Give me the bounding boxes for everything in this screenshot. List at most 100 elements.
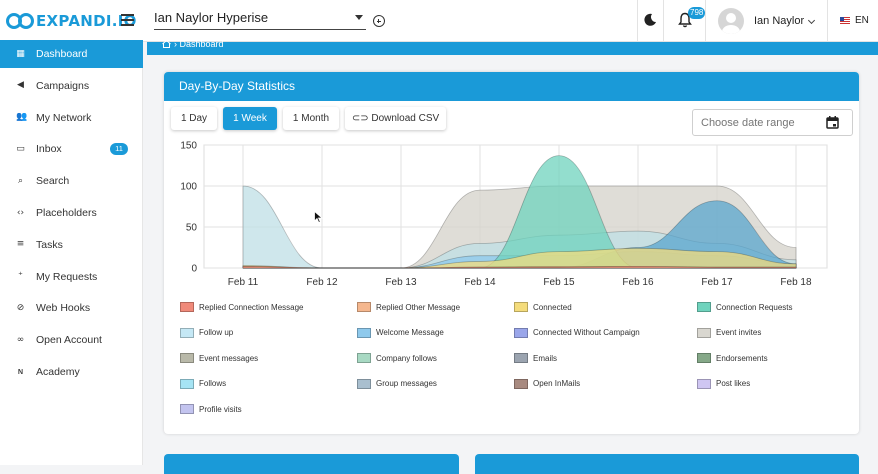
sidebar-item-open-account[interactable]: ∞ Open Account (0, 326, 143, 354)
legend-item[interactable]: Welcome Message (357, 326, 444, 340)
legend-item[interactable]: Post likes (697, 377, 750, 391)
legend-label: Connection Requests (716, 302, 793, 312)
x-tick-label: Feb 18 (780, 277, 812, 288)
divider (637, 0, 638, 42)
legend-swatch (697, 378, 711, 389)
divider (663, 0, 664, 42)
sidebar-item-label: Web Hooks (36, 302, 91, 315)
legend-swatch (514, 327, 528, 338)
avatar[interactable] (718, 8, 744, 34)
legend-swatch (514, 378, 528, 389)
x-tick-label: Feb 11 (228, 277, 259, 288)
sidebar-item-label: Open Account (36, 334, 102, 347)
sidebar-item-label: Tasks (36, 238, 63, 251)
inbox-icon: ▭ (16, 143, 25, 154)
y-tick-label: 50 (186, 223, 198, 234)
legend-label: Company follows (376, 353, 437, 363)
bell-icon[interactable] (678, 12, 692, 28)
calendar-icon[interactable] (826, 116, 839, 129)
x-tick-label: Feb 15 (543, 277, 575, 288)
sidebar-item-placeholders[interactable]: ‹› Placeholders (0, 199, 143, 227)
legend-item[interactable]: Event invites (697, 326, 761, 340)
range-1-day-button[interactable]: 1 Day (171, 107, 217, 130)
legend-item[interactable]: Event messages (180, 351, 258, 365)
legend-item[interactable]: Follow up (180, 326, 233, 340)
legend-item[interactable]: Follows (180, 377, 226, 391)
user-name[interactable]: Ian Naylor (754, 15, 805, 27)
legend-label: Connected (533, 302, 572, 312)
legend-item[interactable]: Connection Requests (697, 300, 793, 314)
logo[interactable]: EXPANDI.IO (6, 10, 137, 32)
inbox-count-badge: 11 (110, 143, 128, 156)
list-icon: ≡ (16, 239, 25, 250)
legend-item[interactable]: Connected Without Campaign (514, 326, 640, 340)
legend-label: Emails (533, 353, 558, 363)
sidebar-item-my-network[interactable]: 👥 My Network (0, 104, 143, 132)
cursor-icon (314, 211, 323, 224)
legend-swatch (697, 327, 711, 338)
legend-swatch (514, 353, 528, 364)
legend-item[interactable]: Open InMails (514, 377, 580, 391)
legend-item[interactable]: Emails (514, 351, 557, 365)
account-select[interactable]: Ian Naylor Hyperise (154, 10, 366, 30)
y-tick-label: 0 (191, 264, 197, 275)
legend-label: Open InMails (533, 379, 581, 389)
legend-swatch (180, 404, 194, 415)
sidebar-item-academy[interactable]: ɴ Academy (0, 358, 143, 386)
legend-swatch (180, 302, 194, 312)
breadcrumb-current: Dashboard (179, 39, 224, 49)
legend-item[interactable]: Profile visits (180, 402, 242, 416)
add-account-icon[interactable] (373, 15, 385, 27)
sidebar-item-label: My Network (36, 111, 92, 124)
sidebar-item-tasks[interactable]: ≡ Tasks (0, 231, 143, 259)
sidebar-item-search[interactable]: ⌕ Search (0, 167, 143, 195)
expandi-logo-icon (6, 13, 34, 29)
legend-item[interactable]: Company follows (357, 351, 437, 365)
download-csv-button[interactable]: ⊂⊃ Download CSV (345, 107, 446, 130)
legend-swatch (357, 327, 371, 338)
sidebar: ▦ Dashboard ◀ Campaigns 👥 My Network ▭ Inbox 11 ⌕… (0, 40, 143, 465)
date-range-input[interactable] (701, 117, 821, 129)
chevron-down-icon[interactable] (807, 16, 816, 25)
legend-swatch (357, 378, 371, 389)
legend-label: Welcome Message (376, 328, 444, 338)
us-flag-icon[interactable] (840, 17, 850, 24)
sidebar-item-campaigns[interactable]: ◀ Campaigns (0, 72, 143, 100)
legend-label: Connected Without Campaign (533, 328, 640, 338)
legend-item[interactable]: Replied Connection Message (180, 300, 304, 314)
range-1-month-button[interactable]: 1 Month (283, 107, 339, 130)
y-tick-label: 100 (180, 182, 197, 193)
sidebar-item-label: Academy (36, 366, 80, 378)
new-icon: ɴ (17, 366, 24, 377)
sidebar-item-web-hooks[interactable]: ⊘ Web Hooks (0, 294, 143, 322)
x-tick-label: Feb 12 (306, 277, 338, 288)
y-tick-label: 150 (180, 141, 197, 152)
legend-item[interactable]: Group messages (357, 377, 437, 391)
breadcrumb-separator: › (174, 39, 180, 49)
legend-label: Endorsements (716, 353, 768, 363)
legend-swatch (180, 327, 194, 338)
account-select-value: Ian Naylor Hyperise (154, 10, 269, 25)
sidebar-item-dashboard[interactable]: ▦ Dashboard (0, 40, 143, 68)
sidebar-item-inbox[interactable]: ▭ Inbox 11 (0, 135, 143, 163)
x-tick-label: Feb 16 (622, 277, 654, 288)
date-range-picker[interactable] (692, 109, 853, 136)
link-icon: ∞ (16, 334, 25, 345)
legend-label: Event invites (716, 328, 762, 338)
divider (705, 0, 706, 42)
chevron-down-icon (355, 15, 363, 20)
menu-icon[interactable] (121, 14, 134, 26)
legend-item[interactable]: Replied Other Message (357, 300, 460, 314)
legend-swatch (180, 378, 194, 389)
sidebar-item-label: Dashboard (36, 48, 88, 60)
moon-icon[interactable] (643, 13, 657, 27)
people-icon: 👥 (16, 112, 28, 123)
stats-area-chart: 0 50 100 150 Feb 11 Feb 12 Feb 13 Feb 14 Feb 15 F… (180, 141, 828, 288)
language-selector[interactable]: EN (855, 15, 869, 26)
home-icon[interactable] (162, 40, 171, 48)
link-icon: ⊂⊃ (351, 113, 369, 124)
sidebar-item-my-requests[interactable]: ⁺ My Requests (0, 263, 143, 291)
range-1-week-button[interactable]: 1 Week (223, 107, 277, 130)
legend-item[interactable]: Connected (514, 300, 572, 314)
legend-item[interactable]: Endorsements (697, 351, 768, 365)
